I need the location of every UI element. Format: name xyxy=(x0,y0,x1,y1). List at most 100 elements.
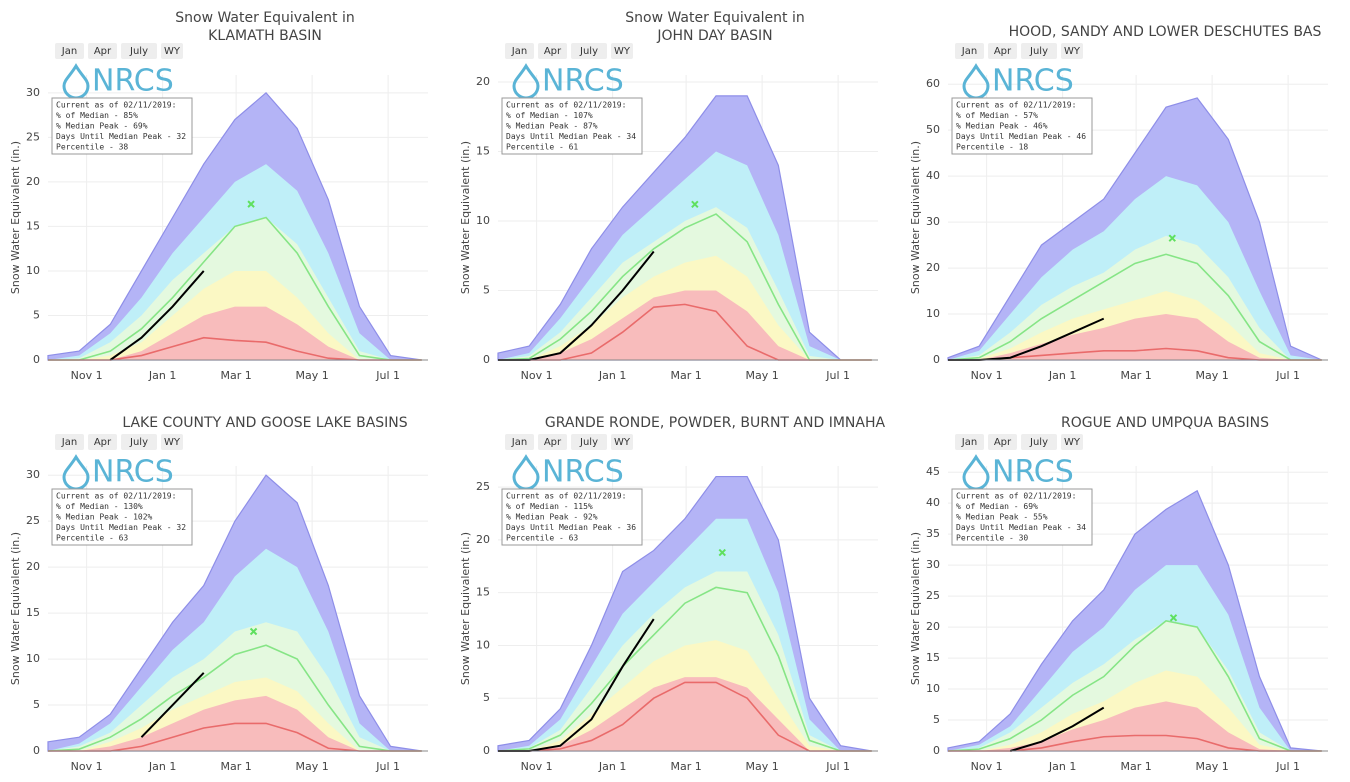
range-button-label[interactable]: Jan xyxy=(511,46,527,57)
info-line: Days Until Median Peak - 46 xyxy=(956,132,1086,141)
range-button-label[interactable]: July xyxy=(579,46,598,57)
range-button-label[interactable]: Jan xyxy=(961,46,977,57)
chart-title: KLAMATH BASIN xyxy=(208,28,322,44)
range-button-label[interactable]: Apr xyxy=(994,437,1012,448)
series-line xyxy=(1010,706,1105,752)
range-button-label[interactable]: Apr xyxy=(544,437,562,448)
y-tick-label: 10 xyxy=(476,638,490,651)
range-button-label[interactable]: WY xyxy=(164,46,181,57)
range-button[interactable] xyxy=(88,434,117,450)
range-button-label[interactable]: WY xyxy=(1064,46,1081,57)
series-line xyxy=(947,620,1322,752)
range-button-label[interactable]: WY xyxy=(614,46,631,57)
marker-stroke xyxy=(249,627,258,636)
range-button-label[interactable]: Jan xyxy=(61,46,77,57)
y-tick-label: 60 xyxy=(926,77,940,90)
range-button-label[interactable]: WY xyxy=(1064,437,1081,448)
logo-drop xyxy=(512,454,540,491)
range-button[interactable] xyxy=(88,43,117,59)
range-button-label[interactable]: Apr xyxy=(94,437,112,448)
y-tick-label: 25 xyxy=(926,589,940,602)
range-button-label[interactable]: Jan xyxy=(61,437,77,448)
range-button[interactable] xyxy=(1021,43,1057,59)
range-button[interactable] xyxy=(988,43,1017,59)
info-line: % of Median - 115% xyxy=(506,502,593,511)
range-button[interactable] xyxy=(955,434,984,450)
y-tick-label: 45 xyxy=(926,465,940,478)
range-button-label[interactable]: Apr xyxy=(94,46,112,57)
info-line: Percentile - 30 xyxy=(956,534,1028,543)
logo-drop xyxy=(62,454,90,491)
y-tick-label: 20 xyxy=(26,175,40,188)
logo-drop xyxy=(962,454,990,491)
range-button[interactable] xyxy=(505,43,534,59)
y-axis-label: Snow Water Equivalent (in.) xyxy=(909,532,922,685)
info-line: Percentile - 63 xyxy=(56,534,128,543)
y-tick-label: 40 xyxy=(926,496,940,509)
info-line: Percentile - 61 xyxy=(506,143,578,152)
range-button[interactable] xyxy=(55,43,84,59)
info-box xyxy=(501,488,643,546)
y-tick-label: 0 xyxy=(33,744,40,757)
range-button[interactable] xyxy=(505,434,534,450)
info-box xyxy=(501,97,643,155)
x-tick-label: Mar 1 xyxy=(671,369,702,382)
range-button[interactable] xyxy=(1021,434,1057,450)
info-line: Percentile - 38 xyxy=(56,143,128,152)
y-axis-label: Snow Water Equivalent (in.) xyxy=(9,141,22,294)
range-button[interactable] xyxy=(1061,434,1083,450)
x-tick-label: May 1 xyxy=(746,760,779,773)
range-button[interactable] xyxy=(571,434,607,450)
info-line: Current as of 02/11/2019: xyxy=(956,492,1076,501)
range-button[interactable] xyxy=(538,43,567,59)
range-button-label[interactable]: July xyxy=(1029,46,1048,57)
x-tick-label: Jan 1 xyxy=(1048,369,1076,382)
x-tick-label: Mar 1 xyxy=(1121,760,1152,773)
x-tick-label: Jul 1 xyxy=(825,369,850,382)
info-line: Days Until Median Peak - 36 xyxy=(506,523,636,532)
range-button[interactable] xyxy=(955,43,984,59)
range-button[interactable] xyxy=(121,43,157,59)
y-tick-label: 25 xyxy=(26,130,40,143)
info-line: % of Median - 69% xyxy=(956,502,1038,511)
marker-stroke xyxy=(691,200,699,208)
y-tick-label: 0 xyxy=(33,353,40,366)
info-line: % Median Peak - 69% xyxy=(56,122,148,131)
x-tick-label: Jul 1 xyxy=(1275,369,1300,382)
series-line xyxy=(140,672,205,738)
range-button[interactable] xyxy=(1061,43,1083,59)
median-peak-marker xyxy=(247,200,255,208)
range-button-label[interactable]: Jan xyxy=(961,437,977,448)
range-button[interactable] xyxy=(988,434,1017,450)
range-button[interactable] xyxy=(611,43,633,59)
range-button[interactable] xyxy=(161,43,183,59)
info-line: % Median Peak - 92% xyxy=(506,513,598,522)
band-area xyxy=(48,306,422,360)
x-tick-label: Nov 1 xyxy=(71,369,103,382)
range-button-label[interactable]: Apr xyxy=(994,46,1012,57)
info-line: % Median Peak - 102% xyxy=(56,513,153,522)
y-tick-label: 30 xyxy=(26,86,40,99)
range-button[interactable] xyxy=(611,434,633,450)
range-button-label[interactable]: Apr xyxy=(544,46,562,57)
range-button[interactable] xyxy=(121,434,157,450)
range-button-label[interactable]: July xyxy=(1029,437,1048,448)
range-button[interactable] xyxy=(55,434,84,450)
range-button-label[interactable]: July xyxy=(129,437,148,448)
chart-title: JOHN DAY BASIN xyxy=(656,28,772,44)
y-tick-label: 10 xyxy=(26,264,40,277)
range-button[interactable] xyxy=(161,434,183,450)
range-button-label[interactable]: July xyxy=(579,437,598,448)
info-line: % of Median - 130% xyxy=(56,502,143,511)
range-button[interactable] xyxy=(571,43,607,59)
range-button-label[interactable]: WY xyxy=(164,437,181,448)
x-tick-label: Jul 1 xyxy=(375,369,400,382)
range-button[interactable] xyxy=(538,434,567,450)
x-tick-label: Jan 1 xyxy=(1048,760,1076,773)
y-tick-label: 15 xyxy=(476,144,490,157)
y-tick-label: 10 xyxy=(926,682,940,695)
chart-title: LAKE COUNTY AND GOOSE LAKE BASINS xyxy=(122,415,407,431)
range-button-label[interactable]: July xyxy=(129,46,148,57)
range-button-label[interactable]: Jan xyxy=(511,437,527,448)
range-button-label[interactable]: WY xyxy=(614,437,631,448)
